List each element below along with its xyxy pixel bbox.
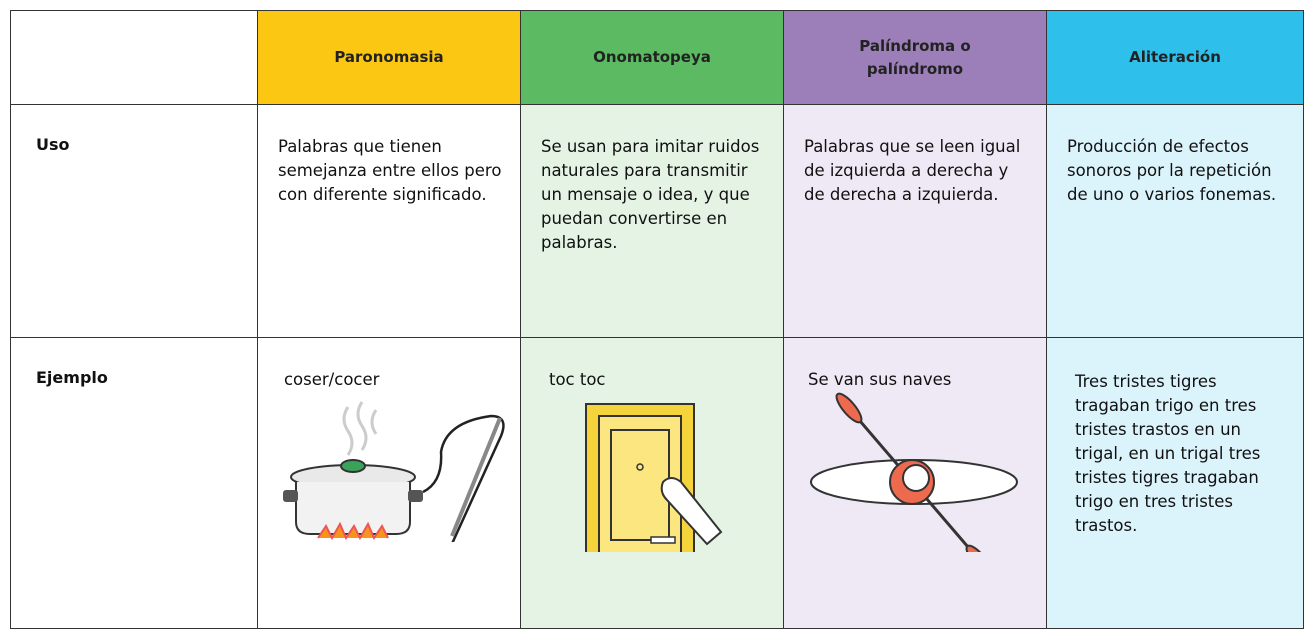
column-header: Aliteración <box>1045 10 1304 105</box>
door-illustration <box>584 403 723 553</box>
cell: toc toc <box>519 337 784 629</box>
cell: Producción de efectos sonoros por la rep… <box>1045 104 1304 338</box>
cell: coser/cocer <box>256 337 521 629</box>
example-text: coser/cocer <box>283 370 380 389</box>
column-header: Onomatopeya <box>519 10 784 105</box>
row-label: Uso <box>10 104 258 338</box>
column-header: Paronomasia <box>256 10 521 105</box>
example-text: toc toc <box>548 370 606 389</box>
cell: Palabras que tienen semejanza entre ello… <box>256 104 521 338</box>
column-header: Palíndroma o palíndromo <box>782 10 1047 105</box>
kayak-illustration <box>809 392 1018 553</box>
row: Uso Palabras que tienen semejanza entre … <box>10 104 1304 338</box>
pot-needle-illustration <box>282 401 505 543</box>
cell: Se usan para imitar ruidos naturales par… <box>519 104 784 338</box>
example-text: Tres tristes tigres tragaban trigo en tr… <box>1074 372 1261 536</box>
cell: Palabras que se leen igual de izquierda … <box>782 104 1047 338</box>
page: Paronomasia Onomatopeya Palíndroma o pal… <box>10 10 1304 629</box>
cell: Se van sus naves <box>782 337 1047 629</box>
row-label: Ejemplo <box>10 337 258 629</box>
header-row: Paronomasia Onomatopeya Palíndroma o pal… <box>10 10 1304 105</box>
cell: Tres tristes tigres tragaban trigo en tr… <box>1045 337 1304 629</box>
row: Ejemplo coser/cocer toc toc <box>10 337 1304 629</box>
example-text: Se van sus naves <box>807 370 952 389</box>
comparison-table: Paronomasia Onomatopeya Palíndroma o pal… <box>10 10 1304 629</box>
corner-cell <box>10 10 258 105</box>
